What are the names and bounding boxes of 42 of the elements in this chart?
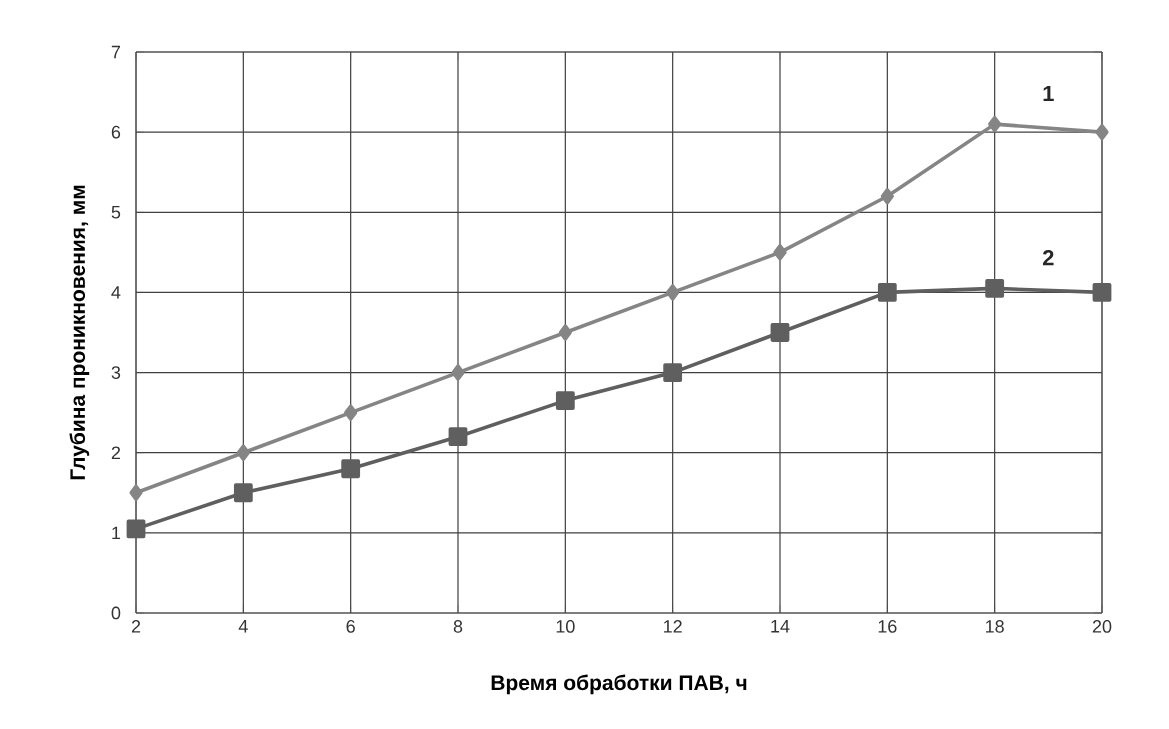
x-tick-label: 2 bbox=[131, 620, 141, 633]
series-label: 2 bbox=[1042, 250, 1054, 266]
point bbox=[666, 284, 680, 301]
point bbox=[663, 363, 683, 382]
x-tick-label: 12 bbox=[664, 620, 682, 633]
x-tick-label: 8 bbox=[453, 620, 463, 633]
point bbox=[1095, 123, 1109, 141]
y-tick-label: 0 bbox=[111, 606, 121, 620]
point bbox=[985, 279, 1005, 298]
y-axis-title: Глубина проникновения, мм bbox=[69, 185, 90, 480]
point bbox=[988, 115, 1002, 133]
point bbox=[233, 483, 253, 503]
x-tick-label: 14 bbox=[771, 620, 790, 633]
point bbox=[126, 519, 146, 539]
y-tick-label: 6 bbox=[111, 125, 121, 139]
point bbox=[344, 404, 358, 421]
y-tick-label: 5 bbox=[111, 206, 121, 219]
x-tick-label: 20 bbox=[1092, 620, 1112, 633]
point bbox=[129, 484, 143, 501]
point bbox=[558, 324, 572, 341]
point bbox=[448, 427, 468, 447]
x-tick-label: 4 bbox=[238, 620, 248, 633]
point bbox=[236, 444, 250, 461]
series-label: 1 bbox=[1043, 85, 1054, 102]
point bbox=[877, 283, 897, 302]
point bbox=[773, 244, 787, 261]
x-tick-label: 16 bbox=[878, 620, 897, 633]
point bbox=[341, 459, 361, 479]
y-tick-label: 1 bbox=[112, 526, 121, 540]
x-axis-title: Время обработки ПАВ, ч bbox=[491, 674, 747, 695]
y-tick-label: 7 bbox=[111, 45, 121, 59]
point bbox=[451, 364, 465, 381]
y-tick-label: 2 bbox=[111, 446, 121, 459]
y-tick-label: 3 bbox=[111, 366, 121, 379]
point bbox=[770, 323, 790, 342]
x-tick-label: 6 bbox=[346, 620, 355, 633]
point bbox=[880, 188, 894, 205]
x-tick-label: 18 bbox=[986, 620, 1004, 633]
y-tick-label: 4 bbox=[111, 286, 121, 299]
point bbox=[1092, 283, 1112, 302]
point bbox=[555, 391, 575, 411]
x-tick-label: 10 bbox=[556, 620, 575, 633]
